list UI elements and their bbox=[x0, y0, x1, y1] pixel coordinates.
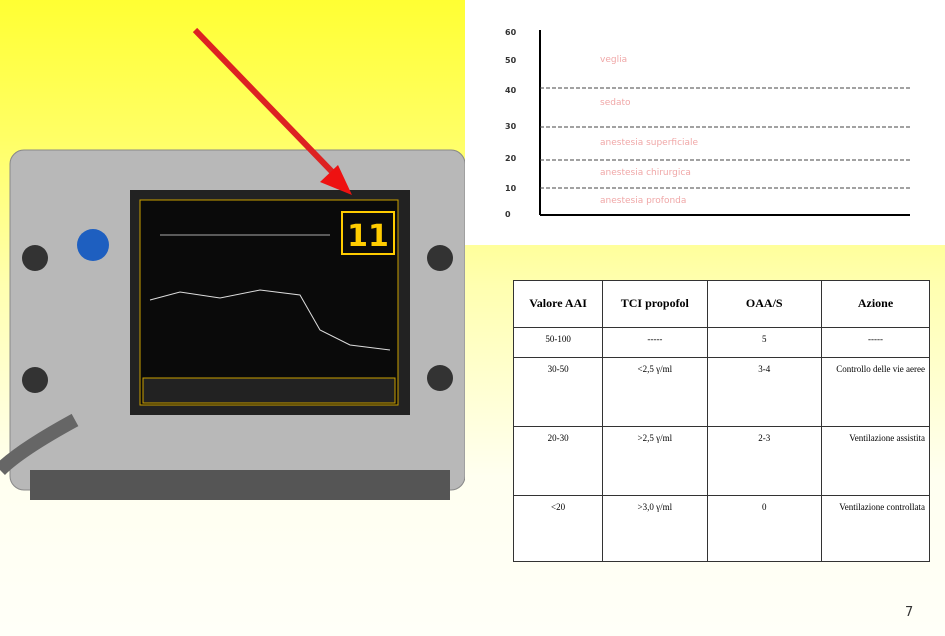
aai-table: Valore AAI TCI propofol OAA/S Azione 50-100-… bbox=[512, 280, 930, 562]
table-cell: 3-4 bbox=[706, 356, 823, 427]
scale-level: 0 bbox=[505, 210, 511, 219]
table-cell: 2-3 bbox=[706, 425, 823, 497]
table-cell: ----- bbox=[821, 326, 930, 358]
device-photo: 11 bbox=[0, 27, 465, 500]
table-cell: Ventilazione controllata bbox=[821, 495, 930, 562]
scale-band: sedato bbox=[600, 98, 631, 108]
header-cell: TCI propofol bbox=[602, 280, 708, 328]
scale-chart: 60 50 40 30 20 10 0 veglia sedato anestesia super… bbox=[465, 0, 945, 245]
device-reading: 11 bbox=[347, 219, 389, 254]
table-cell: 0 bbox=[706, 495, 823, 562]
table-row: 30-50 <2,5 γ/ml 3-4 Controllo delle vie aer… bbox=[512, 356, 930, 427]
scale-level: 10 bbox=[505, 184, 517, 193]
table-cell: ----- bbox=[602, 326, 708, 358]
table-cell: >3,0 γ/ml bbox=[602, 495, 708, 562]
scale-band: anestesia profonda bbox=[600, 196, 687, 206]
table-cell: <20 bbox=[512, 495, 604, 562]
page-number: 7 bbox=[905, 605, 914, 620]
table-cell: 50-100 bbox=[512, 326, 604, 358]
table-row: 50-100 ----- 5 ----- bbox=[512, 326, 930, 358]
header-row: Valore AAI TCI propofol OAA/S Azione bbox=[512, 280, 930, 328]
table-cell: 5 bbox=[706, 326, 823, 358]
scale-level: 60 bbox=[505, 28, 517, 37]
header-cell: OAA/S bbox=[706, 280, 823, 328]
table-cell: Controllo delle vie aeree bbox=[821, 356, 930, 427]
scale-axes bbox=[539, 30, 910, 216]
table-row: <20 >3,0 γ/ml 0 Ventilazione controllata bbox=[512, 495, 930, 562]
scale-level: 50 bbox=[505, 56, 517, 65]
header-cell: Valore AAI bbox=[512, 280, 604, 328]
scale-level: 30 bbox=[505, 122, 517, 131]
table-cell: >2,5 γ/ml bbox=[602, 425, 708, 497]
header-cell: Azione bbox=[821, 280, 930, 328]
scale-band: anestesia superficiale bbox=[600, 138, 699, 148]
scale-band: veglia bbox=[600, 55, 628, 65]
table-row: 20-30 >2,5 γ/ml 2-3 Ventilazione assistita bbox=[512, 425, 930, 497]
table-cell: 30-50 bbox=[512, 356, 604, 427]
table-cell: 20-30 bbox=[512, 425, 604, 497]
table-cell: Ventilazione assistita bbox=[821, 425, 930, 497]
scale-band: anestesia chirurgica bbox=[600, 168, 691, 178]
scale-level: 40 bbox=[505, 86, 517, 95]
table-cell: <2,5 γ/ml bbox=[602, 356, 708, 427]
scale-level: 20 bbox=[505, 154, 517, 163]
